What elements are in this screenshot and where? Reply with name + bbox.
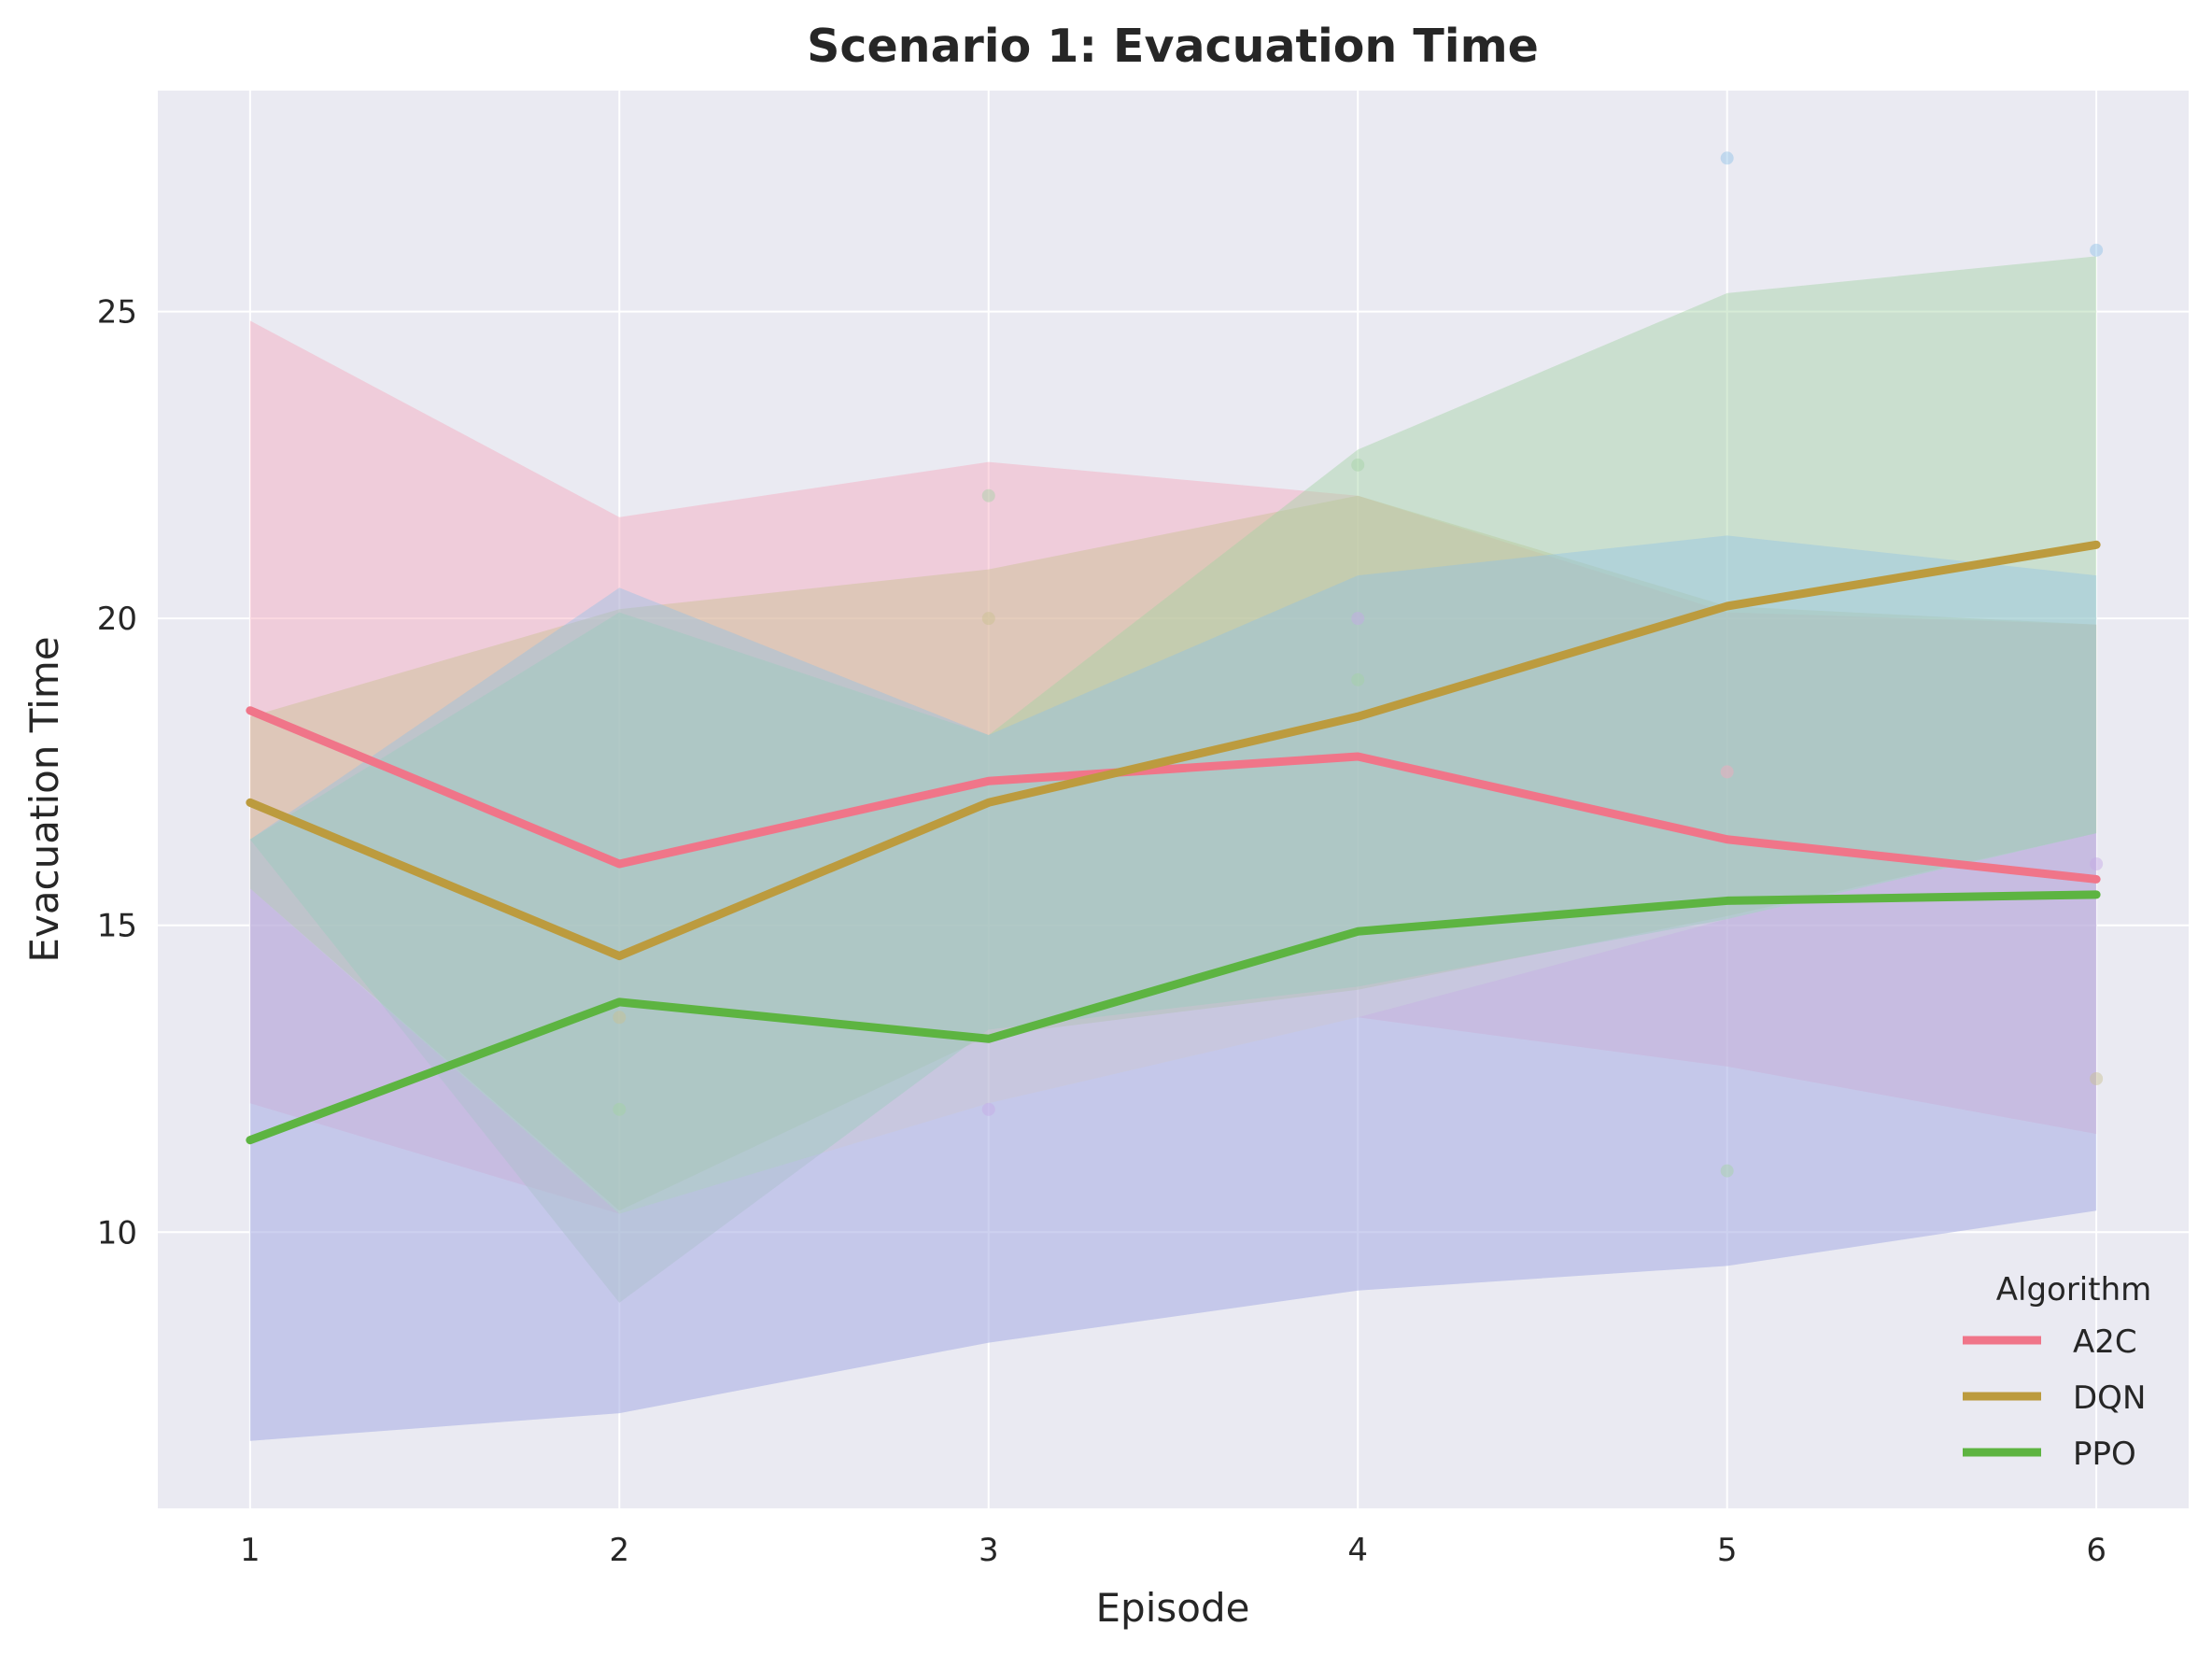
legend-label-ppo: PPO — [2073, 1436, 2136, 1473]
plot-area — [158, 91, 2189, 1508]
y-tick-label: 10 — [97, 1214, 137, 1252]
scatter-point — [2090, 243, 2104, 257]
scatter-point — [1720, 765, 1734, 779]
y-axis-label: Evacuation Time — [21, 636, 67, 962]
x-axis-label: Episode — [1096, 1585, 1250, 1631]
scatter-point — [1351, 612, 1365, 626]
axis-ticks: 1 2 3 4 5 6 10 15 20 25 — [97, 294, 2106, 1569]
legend-label-dqn: DQN — [2073, 1379, 2146, 1417]
x-tick-label: 1 — [240, 1532, 261, 1569]
scatter-point — [981, 488, 995, 502]
confidence-band — [249, 833, 2097, 1441]
scatter-point — [2090, 1072, 2104, 1085]
scatter-point — [613, 1102, 627, 1116]
legend: Algorithm A2C DQN PPO — [1963, 1271, 2151, 1473]
scatter-point — [1351, 672, 1365, 686]
y-tick-label: 20 — [97, 601, 137, 638]
y-tick-label: 15 — [97, 908, 137, 945]
series-lines — [246, 540, 2101, 1145]
x-tick-label: 5 — [1717, 1532, 1738, 1569]
series-line-dqn — [246, 540, 2101, 961]
legend-label-a2c: A2C — [2073, 1323, 2137, 1361]
scatter-point — [1720, 1164, 1734, 1178]
x-tick-label: 4 — [1347, 1532, 1368, 1569]
series-line-ppo — [246, 890, 2101, 1145]
chart-title: Scenario 1: Evacuation Time — [807, 20, 1539, 73]
scatter-points — [613, 151, 2104, 1178]
x-tick-label: 6 — [2086, 1532, 2106, 1569]
scatter-point — [1351, 458, 1365, 472]
scatter-point — [981, 1102, 995, 1116]
scatter-point — [981, 612, 995, 626]
series-line-a2c — [246, 706, 2101, 884]
legend-title: Algorithm — [1996, 1271, 2152, 1308]
confidence-band — [249, 495, 2097, 1211]
scatter-point — [1720, 151, 1734, 165]
legend-items: A2C DQN PPO — [1963, 1323, 2146, 1473]
x-tick-label: 3 — [979, 1532, 999, 1569]
scatter-point — [613, 1011, 627, 1025]
x-tick-label: 2 — [609, 1532, 629, 1569]
confidence-band — [249, 256, 2097, 1303]
scatter-point — [2090, 857, 2104, 870]
y-tick-label: 25 — [97, 294, 137, 332]
